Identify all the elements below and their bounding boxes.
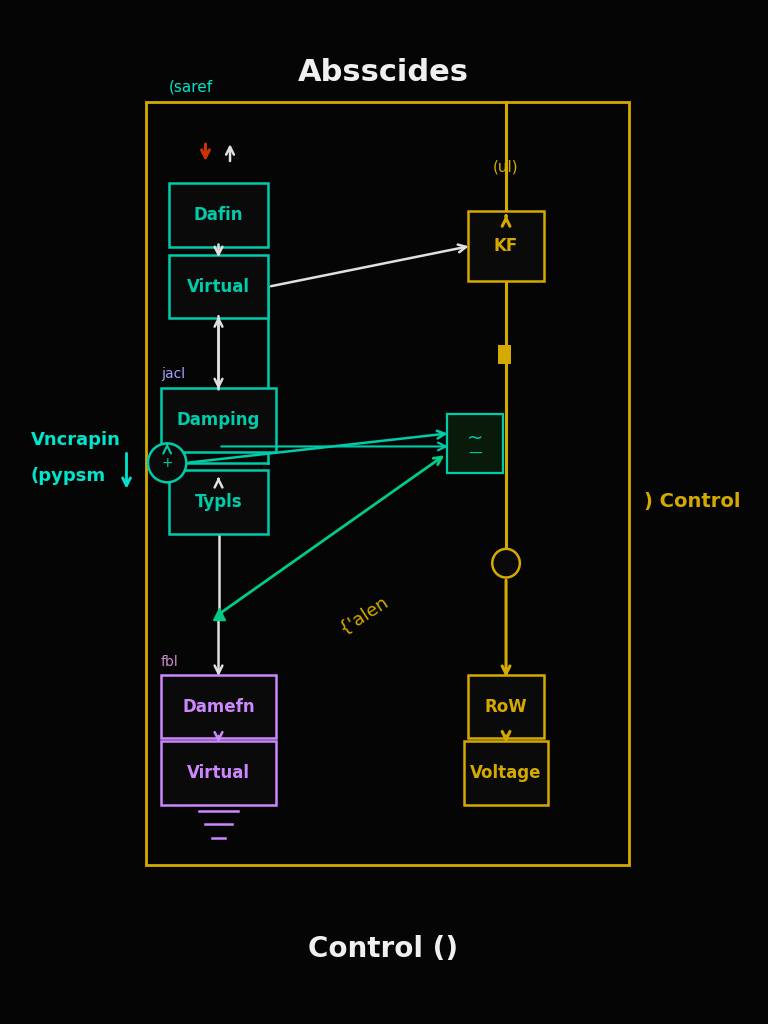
FancyBboxPatch shape bbox=[464, 741, 548, 805]
FancyBboxPatch shape bbox=[169, 470, 268, 534]
Text: Virtual: Virtual bbox=[187, 278, 250, 296]
Text: Damping: Damping bbox=[177, 411, 260, 429]
Text: Absscides: Absscides bbox=[298, 58, 469, 87]
FancyBboxPatch shape bbox=[161, 675, 276, 738]
FancyBboxPatch shape bbox=[468, 211, 545, 281]
Ellipse shape bbox=[148, 443, 187, 482]
Text: ) Control: ) Control bbox=[644, 493, 740, 511]
Text: jacl: jacl bbox=[161, 367, 185, 381]
Text: Virtual: Virtual bbox=[187, 764, 250, 782]
Text: (ul): (ul) bbox=[493, 159, 519, 174]
Text: (saref: (saref bbox=[169, 79, 213, 94]
Text: ~: ~ bbox=[467, 429, 484, 447]
FancyBboxPatch shape bbox=[169, 183, 268, 247]
Text: fbl: fbl bbox=[161, 654, 179, 669]
Text: RoW: RoW bbox=[485, 697, 528, 716]
Text: Vncrapin: Vncrapin bbox=[31, 431, 121, 450]
Text: KF: KF bbox=[494, 237, 518, 255]
FancyBboxPatch shape bbox=[468, 675, 545, 738]
Text: (pypsm: (pypsm bbox=[31, 467, 106, 485]
Ellipse shape bbox=[492, 549, 520, 578]
FancyBboxPatch shape bbox=[161, 741, 276, 805]
Text: —: — bbox=[468, 446, 482, 461]
Text: Voltage: Voltage bbox=[470, 764, 541, 782]
Text: Control (): Control () bbox=[308, 935, 458, 963]
FancyBboxPatch shape bbox=[169, 255, 268, 318]
Text: +: + bbox=[161, 456, 173, 470]
FancyBboxPatch shape bbox=[161, 388, 276, 452]
Text: {'alen: {'alen bbox=[336, 592, 392, 637]
FancyBboxPatch shape bbox=[448, 414, 503, 473]
FancyBboxPatch shape bbox=[498, 345, 511, 364]
Text: Typls: Typls bbox=[195, 493, 243, 511]
Text: Damefn: Damefn bbox=[182, 697, 255, 716]
Text: Dafin: Dafin bbox=[194, 206, 243, 224]
